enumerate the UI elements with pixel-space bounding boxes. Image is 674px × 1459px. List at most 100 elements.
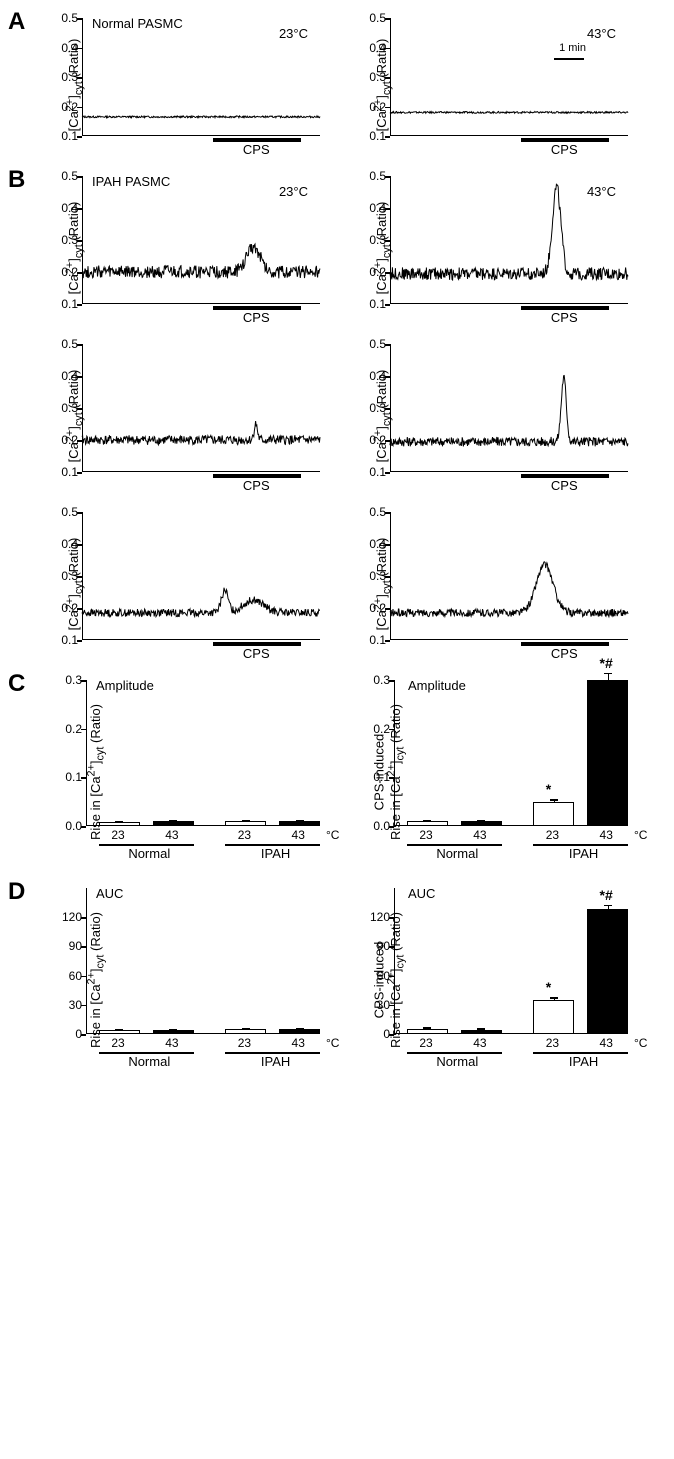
significance-marker: *#	[600, 887, 613, 903]
x-tick: 43	[473, 1036, 486, 1050]
x-unit: °C	[634, 828, 647, 842]
cps-label: CPS	[551, 142, 578, 157]
trace-B3-23: 0.10.20.30.40.5[Ca2+]cyt (Ratio)CPS	[36, 504, 326, 664]
x-tick: 23	[238, 828, 251, 842]
trace-B2-43: 0.10.20.30.40.5[Ca2+]cyt (Ratio)CPS	[344, 336, 634, 496]
group-label: Normal	[122, 846, 176, 861]
cps-label: CPS	[243, 646, 270, 661]
group-label: IPAH	[249, 1054, 303, 1069]
panel-B: B IPAH PASMC 23°C 0.10.20.30.40.5[Ca2+]c…	[10, 168, 664, 664]
barchart-amp-right: Amplitude 0.00.10.20.3CPS-inducedRise in…	[344, 672, 634, 872]
panel-D: D AUC 0306090120Rise in [Ca2+]cyt (Ratio…	[10, 880, 664, 1080]
group-label: Normal	[430, 846, 484, 861]
y-tick: 0.5	[358, 505, 386, 519]
bar	[533, 802, 574, 826]
y-tick: 0.1	[50, 633, 78, 647]
barchart-auc-right: AUC 0306090120CPS-inducedRise in [Ca2+]c…	[344, 880, 634, 1080]
x-tick: 43	[473, 828, 486, 842]
trace-B3-43: 0.10.20.30.40.5[Ca2+]cyt (Ratio)CPS	[344, 504, 634, 664]
y-tick: 0	[54, 1027, 82, 1041]
panel-B-row2: 0.10.20.30.40.5[Ca2+]cyt (Ratio)CPS 0.10…	[36, 336, 664, 496]
group-label: IPAH	[249, 846, 303, 861]
y-tick: 0.5	[50, 11, 78, 25]
x-tick: 23	[111, 1036, 124, 1050]
x-tick: 43	[165, 828, 178, 842]
y-tick: 0.1	[358, 633, 386, 647]
y-tick: 60	[54, 969, 82, 983]
panel-C-row: Amplitude 0.00.10.20.3Rise in [Ca2+]cyt …	[36, 672, 664, 872]
significance-marker: *	[546, 979, 551, 995]
cps-label: CPS	[243, 478, 270, 493]
y-tick: 0.5	[50, 169, 78, 183]
x-tick: 43	[292, 1036, 305, 1050]
group-label: IPAH	[557, 1054, 611, 1069]
x-tick: 23	[546, 1036, 559, 1050]
bar	[99, 1030, 140, 1034]
trace-A-23: Normal PASMC 23°C 0.10.20.30.40.5[Ca2+]c…	[36, 10, 326, 160]
x-unit: °C	[634, 1036, 647, 1050]
y-tick: 0.0	[54, 819, 82, 833]
panel-C-label: C	[8, 670, 25, 698]
bar	[587, 909, 628, 1034]
x-tick: 43	[165, 1036, 178, 1050]
barchart-auc-left: AUC 0306090120Rise in [Ca2+]cyt (Ratio)2…	[36, 880, 326, 1080]
bar	[279, 1029, 320, 1034]
bar	[225, 821, 266, 826]
panel-B-row3: 0.10.20.30.40.5[Ca2+]cyt (Ratio)CPS 0.10…	[36, 504, 664, 664]
y-tick: 0.5	[50, 337, 78, 351]
panel-D-row: AUC 0306090120Rise in [Ca2+]cyt (Ratio)2…	[36, 880, 664, 1080]
trace-A-43: 43°C 1 min 0.10.20.30.40.5[Ca2+]cyt (Rat…	[344, 10, 634, 160]
figure-root: A Normal PASMC 23°C 0.10.20.30.40.5[Ca2+…	[10, 10, 664, 1080]
cps-label: CPS	[243, 310, 270, 325]
barchart-amp-left: Amplitude 0.00.10.20.3Rise in [Ca2+]cyt …	[36, 672, 326, 872]
panel-B-row1: IPAH PASMC 23°C 0.10.20.30.40.5[Ca2+]cyt…	[36, 168, 664, 328]
y-tick: 0.2	[54, 722, 82, 736]
cps-label: CPS	[243, 142, 270, 157]
y-tick: 0.5	[358, 169, 386, 183]
panel-B-label: B	[8, 166, 25, 194]
y-tick: 0.3	[54, 673, 82, 687]
trace-B2-23: 0.10.20.30.40.5[Ca2+]cyt (Ratio)CPS	[36, 336, 326, 496]
panel-A-row: Normal PASMC 23°C 0.10.20.30.40.5[Ca2+]c…	[36, 10, 664, 160]
trace-B1-23: IPAH PASMC 23°C 0.10.20.30.40.5[Ca2+]cyt…	[36, 168, 326, 328]
y-tick: 30	[54, 998, 82, 1012]
bar	[153, 821, 194, 826]
panel-C: C Amplitude 0.00.10.20.3Rise in [Ca2+]cy…	[10, 672, 664, 872]
panel-A-label: A	[8, 8, 25, 36]
y-tick: 0.1	[54, 770, 82, 784]
x-tick: 23	[546, 828, 559, 842]
significance-marker: *#	[600, 655, 613, 671]
x-tick: 23	[419, 1036, 432, 1050]
y-tick: 0.5	[358, 11, 386, 25]
bar	[99, 822, 140, 826]
y-tick: 120	[54, 910, 82, 924]
y-tick: 0.1	[50, 297, 78, 311]
group-label: Normal	[122, 1054, 176, 1069]
x-tick: 23	[419, 828, 432, 842]
x-tick: 23	[111, 828, 124, 842]
significance-marker: *	[546, 781, 551, 797]
bar	[461, 821, 502, 826]
bar	[461, 1030, 502, 1034]
y-tick: 0.1	[358, 297, 386, 311]
bar	[407, 1029, 448, 1034]
y-tick: 0.1	[50, 465, 78, 479]
x-unit: °C	[326, 1036, 339, 1050]
bar	[587, 680, 628, 826]
cps-label: CPS	[551, 310, 578, 325]
x-tick: 43	[292, 828, 305, 842]
x-tick: 43	[600, 1036, 613, 1050]
cps-label: CPS	[551, 478, 578, 493]
x-tick: 23	[238, 1036, 251, 1050]
group-label: Normal	[430, 1054, 484, 1069]
y-tick: 90	[54, 939, 82, 953]
x-unit: °C	[326, 828, 339, 842]
cps-label: CPS	[551, 646, 578, 661]
y-tick: 0.3	[362, 673, 390, 687]
bar	[279, 821, 320, 826]
y-tick: 0.5	[50, 505, 78, 519]
bar	[407, 821, 448, 826]
bar	[225, 1029, 266, 1034]
y-tick: 0.1	[358, 465, 386, 479]
panel-D-label: D	[8, 878, 25, 906]
